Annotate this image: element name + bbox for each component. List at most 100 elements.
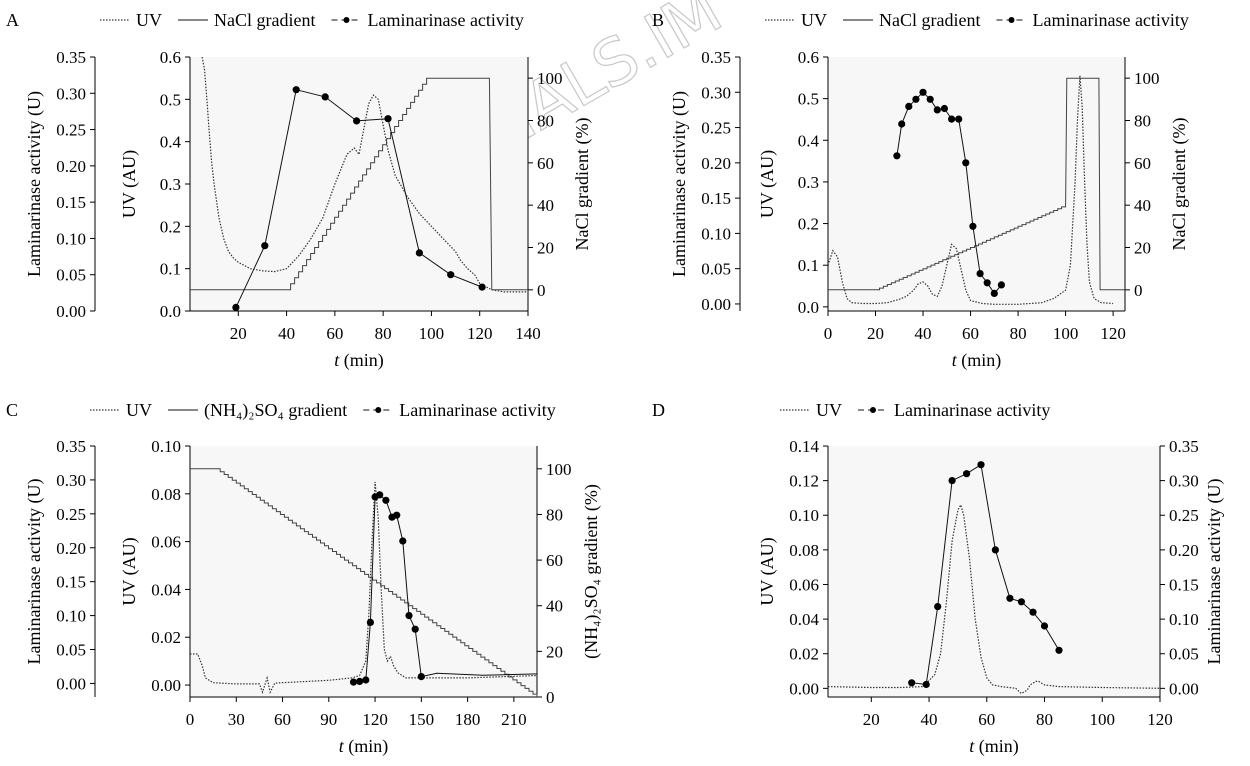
activity-point [955, 115, 963, 123]
x-axis-tick-label: 120 [467, 324, 493, 343]
activity-point [963, 470, 971, 478]
activity-point [983, 279, 991, 287]
activity-point [948, 115, 956, 123]
gradient-axis-tick-label: 80 [537, 112, 554, 131]
x-axis-title: t (min) [952, 350, 1002, 371]
activity-point [405, 612, 413, 620]
activity-point [399, 537, 407, 545]
gradient-axis-tick-label: 60 [1134, 154, 1151, 173]
uv-axis-tick-label: 0.00 [151, 676, 181, 695]
uv-axis-tick-label: 0.02 [151, 628, 181, 647]
activity-point [919, 88, 927, 96]
x-axis-tick-label: 40 [915, 324, 932, 343]
panel-letter: A [6, 10, 19, 30]
activity-axis-tick-label: 0.25 [56, 121, 86, 140]
activity-axis-tick-label: 0.20 [1169, 541, 1199, 560]
x-axis-tick-label: 20 [867, 324, 884, 343]
x-axis-tick-label: 40 [921, 710, 938, 729]
gradient-axis-title: NaCl gradient (%) [572, 118, 593, 251]
activity-axis-tick-label: 0.05 [1169, 645, 1199, 664]
activity-point [261, 242, 269, 250]
activity-point [353, 117, 361, 125]
activity-point [1006, 594, 1014, 602]
activity-axis-tick-label: 0.00 [1169, 679, 1199, 698]
activity-axis-tick-label: 0.35 [56, 437, 86, 456]
legend-entry: UV [801, 10, 827, 30]
activity-axis-tick-label: 0.00 [56, 674, 86, 693]
activity-series [896, 91, 1002, 295]
uv-axis-tick-label: 0.6 [798, 48, 819, 67]
activity-axis-title: Laminarinase activity (U) [24, 479, 45, 665]
activity-axis-tick-label: 0.30 [56, 471, 86, 490]
x-axis-tick-label: 60 [962, 324, 979, 343]
activity-point [977, 461, 985, 469]
gradient-series [828, 77, 1125, 291]
activity-point [447, 271, 455, 279]
activity-point [411, 625, 419, 633]
activity-axis-title: Laminarinase activity (U) [1204, 479, 1225, 665]
activity-point [908, 679, 916, 687]
activity-point [969, 222, 977, 230]
uv-axis-tick-label: 0.14 [789, 437, 819, 456]
activity-point [934, 603, 942, 611]
activity-axis-tick-label: 0.00 [56, 302, 86, 321]
activity-axis-title: Laminarinase activity (U) [24, 91, 45, 277]
x-axis-tick-label: 80 [375, 324, 392, 343]
activity-point [926, 95, 934, 103]
x-axis-tick-label: 180 [455, 710, 481, 729]
x-axis-tick-label: 40 [278, 324, 295, 343]
legend-entry: UV [126, 400, 152, 420]
activity-point [997, 281, 1006, 289]
panel-letter: D [652, 400, 665, 420]
activity-axis-tick-label: 0.10 [56, 607, 86, 626]
activity-axis-tick-label: 0.15 [56, 573, 86, 592]
uv-series [827, 75, 1114, 305]
uv-axis-tick-label: 0.2 [160, 217, 181, 236]
activity-point [382, 496, 390, 504]
activity-tail-series [421, 672, 538, 678]
activity-axis-tick-label: 0.15 [1169, 575, 1199, 594]
activity-axis-tick-label: 0.35 [1169, 437, 1199, 456]
gradient-axis-tick-label: 100 [1134, 69, 1160, 88]
activity-point [898, 120, 906, 128]
x-axis-tick-label: 30 [228, 710, 245, 729]
gradient-axis-tick-label: 100 [537, 69, 563, 88]
panel-d: D UV Laminarinase activity 0.00 0.02 0.04 0.06… [652, 400, 1225, 757]
activity-point [393, 511, 401, 519]
activity-axis-tick-label: 0.35 [701, 48, 731, 67]
uv-axis-title: UV (AU) [757, 537, 778, 605]
activity-point [948, 477, 956, 485]
activity-axis-title: Laminarinase activity (U) [669, 91, 690, 277]
uv-axis-tick-label: 0.6 [160, 48, 181, 67]
activity-axis-tick-label: 0.25 [56, 505, 86, 524]
gradient-axis-tick-label: 0 [546, 688, 555, 707]
x-axis-tick-label: 80 [1036, 710, 1053, 729]
gradient-axis-tick-label: 80 [1134, 112, 1151, 131]
x-axis-tick-label: 100 [1053, 324, 1079, 343]
activity-axis-tick-label: 0.30 [701, 83, 731, 102]
gradient-axis-tick-label: 40 [1134, 196, 1151, 215]
x-axis-tick-label: 210 [501, 710, 527, 729]
legend-activity-marker [343, 17, 350, 23]
uv-series [827, 503, 1161, 695]
x-axis-tick-label: 60 [978, 710, 995, 729]
plot-area [828, 446, 1160, 697]
activity-point [905, 102, 913, 110]
legend-entry: (NH₄)₂SO₄ gradient [204, 400, 347, 421]
uv-axis-tick-label: 0.1 [798, 256, 819, 275]
x-axis-title: t (min) [969, 736, 1019, 757]
uv-series [201, 56, 528, 293]
activity-point [415, 249, 423, 257]
legend-entry: NaCl gradient [879, 10, 980, 30]
gradient-axis-title: (NH₄)₂SO₄ gradient (%) [581, 484, 602, 659]
activity-point [232, 303, 240, 311]
gradient-axis-title: NaCl gradient (%) [1169, 118, 1190, 251]
legend-entry: Laminarinase activity [367, 10, 523, 30]
uv-axis-tick-label: 0.3 [798, 173, 819, 192]
uv-axis-tick-label: 0.04 [151, 580, 181, 599]
panel-c: C UV (NH₄)₂SO₄ gradient Laminarinase activi… [6, 400, 602, 757]
legend-entry: NaCl gradient [214, 10, 315, 30]
x-axis-tick-label: 90 [320, 710, 337, 729]
uv-axis-tick-label: 0.06 [789, 575, 819, 594]
gradient-axis-tick-label: 0 [537, 281, 546, 300]
